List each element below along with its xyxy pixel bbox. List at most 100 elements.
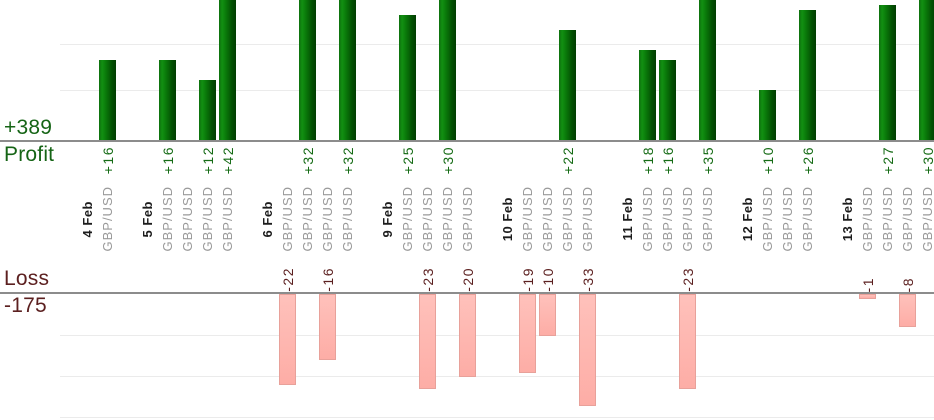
loss-bar (419, 294, 436, 389)
instrument-label-zone: GBP/USD (758, 186, 778, 252)
loss-value-label: -33 (580, 267, 596, 292)
profit-value-zone: +30 (918, 146, 934, 184)
profit-bar (659, 60, 676, 140)
instrument-label: GBP/USD (520, 186, 535, 252)
instrument-label: GBP/USD (780, 186, 795, 252)
instrument-label: GBP/USD (700, 186, 715, 252)
loss-value-label: -8 (900, 276, 916, 292)
trade-column: GBP/USD +32 (338, 0, 358, 420)
instrument-label-zone: GBP/USD (218, 186, 238, 252)
loss-value-zone: -22 (278, 250, 298, 292)
profit-bar (339, 0, 356, 140)
total-profit-label: +389 (4, 116, 53, 139)
profit-value-label: +22 (560, 146, 576, 175)
date-column: 9 Feb (378, 0, 398, 420)
profit-value-label: +10 (760, 146, 776, 175)
date-label-zone: 11 Feb (618, 186, 638, 252)
trade-column: GBP/USD +18 (638, 0, 658, 420)
instrument-label: GBP/USD (440, 186, 455, 252)
instrument-label-zone: GBP/USD (578, 186, 598, 252)
instrument-label: GBP/USD (880, 186, 895, 252)
trade-column: GBP/USD +30 (438, 0, 458, 420)
date-column: 11 Feb (618, 0, 638, 420)
instrument-label-zone: GBP/USD (538, 186, 558, 252)
gridline (60, 417, 934, 418)
loss-value-label: -10 (540, 267, 556, 292)
instrument-label-zone: GBP/USD (318, 186, 338, 252)
trade-column: GBP/USD +25 (398, 0, 418, 420)
loss-bar (859, 294, 876, 299)
day-group: 10 Feb GBP/USD -19 GBP/USD -10 GBP/USD +22 GBP/… (498, 0, 598, 420)
loss-value-label: -22 (280, 267, 296, 292)
instrument-label: GBP/USD (900, 186, 915, 252)
instrument-label-zone: GBP/USD (698, 186, 718, 252)
trade-column: GBP/USD (178, 0, 198, 420)
loss-zero-line (0, 292, 934, 294)
day-group: 13 Feb GBP/USD -1 GBP/USD +27 GBP/USD -8 GBP/US… (838, 0, 934, 420)
date-label: 11 Feb (620, 197, 635, 241)
loss-value-label: -20 (460, 267, 476, 292)
instrument-label: GBP/USD (800, 186, 815, 252)
instrument-label-zone: GBP/USD (918, 186, 934, 252)
instrument-label: GBP/USD (340, 186, 355, 252)
date-column: 6 Feb (258, 0, 278, 420)
instrument-label: GBP/USD (640, 186, 655, 252)
loss-value-zone: -33 (578, 250, 598, 292)
instrument-label-zone: GBP/USD (418, 186, 438, 252)
profit-zero-line (0, 140, 934, 142)
gridline (60, 44, 934, 45)
profit-bar (299, 0, 316, 140)
profit-value-zone: +26 (798, 146, 818, 184)
loss-axis-label: Loss (4, 267, 50, 290)
profit-value-zone: +16 (158, 146, 178, 184)
instrument-label-zone: GBP/USD (778, 186, 798, 252)
profit-value-zone: +18 (638, 146, 658, 184)
trade-column: GBP/USD +16 (98, 0, 118, 420)
profit-value-label: +25 (400, 146, 416, 175)
instrument-label: GBP/USD (760, 186, 775, 252)
loss-bar (319, 294, 336, 360)
instrument-label-zone: GBP/USD (518, 186, 538, 252)
profit-value-label: +18 (640, 146, 656, 175)
profit-value-label: +27 (880, 146, 896, 175)
instrument-label-zone: GBP/USD (338, 186, 358, 252)
trade-column: GBP/USD +12 (198, 0, 218, 420)
loss-value-zone: -8 (898, 250, 918, 292)
profit-bar (99, 60, 116, 140)
date-label: 13 Feb (840, 196, 855, 242)
instrument-label: GBP/USD (920, 186, 934, 252)
instrument-label: GBP/USD (680, 186, 695, 252)
profit-bar (799, 10, 816, 140)
total-loss-label: -175 (4, 294, 47, 317)
profit-value-zone: +35 (698, 146, 718, 184)
loss-bar (279, 294, 296, 385)
date-column: 10 Feb (498, 0, 518, 420)
loss-value-label: -1 (860, 276, 876, 292)
trade-column: GBP/USD +16 (658, 0, 678, 420)
date-column: 4 Feb (78, 0, 98, 420)
profit-value-label: +35 (700, 146, 716, 175)
profit-value-label: +16 (660, 146, 676, 175)
date-label-zone: 4 Feb (78, 186, 98, 252)
date-label-zone: 9 Feb (378, 186, 398, 252)
instrument-label-zone: GBP/USD (178, 186, 198, 252)
day-group: 11 Feb GBP/USD +18 GBP/USD +16 GBP/USD -23 GBP/… (618, 0, 718, 420)
trade-column: GBP/USD -20 (458, 0, 478, 420)
trade-column: GBP/USD -23 (418, 0, 438, 420)
date-label-zone: 6 Feb (258, 186, 278, 252)
instrument-label-zone: GBP/USD (158, 186, 178, 252)
trade-column: GBP/USD -33 (578, 0, 598, 420)
trade-column: GBP/USD -22 (278, 0, 298, 420)
loss-value-zone: -10 (538, 250, 558, 292)
date-label: 5 Feb (140, 200, 155, 238)
profit-value-label: +30 (920, 146, 934, 175)
instrument-label: GBP/USD (560, 186, 575, 252)
instrument-label: GBP/USD (100, 186, 115, 252)
instrument-label: GBP/USD (180, 186, 195, 252)
instrument-label: GBP/USD (280, 186, 295, 252)
profit-value-zone: +16 (658, 146, 678, 184)
instrument-label-zone: GBP/USD (398, 186, 418, 252)
profit-bar (759, 90, 776, 140)
loss-bar (519, 294, 536, 373)
